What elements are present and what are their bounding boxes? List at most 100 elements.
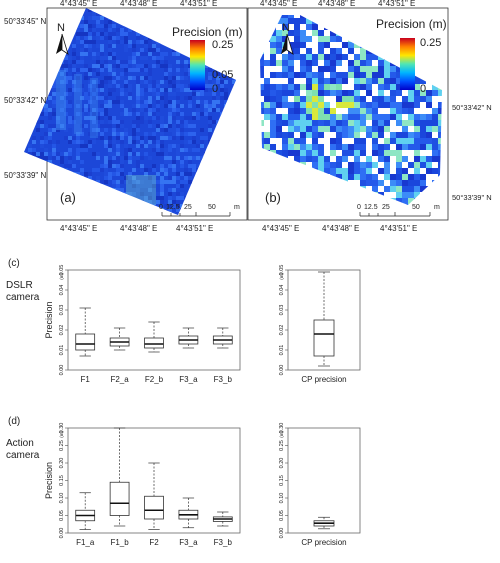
map-b-scale-2: 25 xyxy=(382,204,390,211)
box-chart-3: 0.00 0.05 0.10 0.15 0.20 0.25 0.30(m) Precision… xyxy=(6,416,241,547)
map-a: N Precision (m) 0.25 0.05 0 (a) 0 12.5 2… xyxy=(4,0,248,233)
x-tick-label: F2 xyxy=(149,538,159,547)
plot-frame xyxy=(287,269,361,371)
map-a-lat-1: 50°33'45" N xyxy=(4,17,46,26)
map-b-top-lon-2: 4°43'48" E xyxy=(318,0,355,8)
x-tick-label: F2_b xyxy=(145,375,164,384)
x-tick-label: CP precision xyxy=(301,375,346,384)
map-a-scale-bar xyxy=(161,212,231,217)
y-tick-label: 0.00 xyxy=(59,365,65,376)
row-label: Action xyxy=(6,438,34,449)
map-b-bottom-lon-3: 4°43'51" E xyxy=(380,224,417,233)
map-b-scale-bar xyxy=(359,212,431,217)
y-tick-label: 0.20 xyxy=(279,458,285,469)
map-b-bottom-lon-2: 4°43'48" E xyxy=(322,224,359,233)
box-F2_b: F2_b xyxy=(144,321,164,384)
map-b-lat-1: 50°33'42" N xyxy=(452,103,492,112)
box-F2: F2 xyxy=(144,462,164,547)
y-tick-label: 0.05 xyxy=(59,510,65,521)
box-CP precision: CP precision xyxy=(301,516,347,547)
map-b-legend-title: Precision (m) xyxy=(376,17,447,31)
map-b-colorbar xyxy=(400,38,415,90)
x-tick-label: CP precision xyxy=(301,538,346,547)
y-tick-label: 0.10 xyxy=(59,493,65,504)
map-a-scale-3: 50 xyxy=(208,204,216,211)
y-tick-label: 0.05 xyxy=(279,265,285,276)
map-b-scale-0: 0 xyxy=(357,204,361,211)
y-tick-label: 0.02 xyxy=(59,325,65,336)
box-chart-1: 0.00 0.01 0.02 0.03 0.04 0.05(m) Precision (c) D… xyxy=(6,258,241,384)
x-tick-label: F3_b xyxy=(214,375,233,384)
x-tick-label: F1 xyxy=(81,375,91,384)
box-F1_a: F1_a xyxy=(75,492,96,547)
y-tick-label: 0.01 xyxy=(279,345,285,356)
y-tick-label: 0.04 xyxy=(59,285,65,296)
y-tick-label: 0.05 xyxy=(279,510,285,521)
iqr-box xyxy=(109,481,130,516)
row-label: camera xyxy=(6,292,40,303)
box-F2_a: F2_a xyxy=(109,327,130,384)
plot-frame xyxy=(67,269,241,371)
iqr-box xyxy=(75,333,96,351)
map-a-lat-2: 50°33'42" N xyxy=(4,96,46,105)
y-tick-label: 0.25 xyxy=(59,440,65,451)
map-b-scale-unit: m xyxy=(434,204,440,211)
map-a-scale-2: 25 xyxy=(184,204,192,211)
map-a-bottom-lon-2: 4°43'48" E xyxy=(120,224,157,233)
y-tick-label: 0.00 xyxy=(279,365,285,376)
unit-label: (m) xyxy=(279,273,284,280)
map-a-legend-title: Precision (m) xyxy=(172,25,243,39)
box-F1_b: F1_b xyxy=(109,427,130,547)
y-tick-label: 0.30 xyxy=(59,423,65,434)
box-chart-4: 0.00 0.05 0.10 0.15 0.20 0.25 0.30(m) CP precis… xyxy=(279,423,361,547)
map-b-legend-tick-min: 0 xyxy=(420,83,426,95)
map-b-panel-label: (b) xyxy=(265,190,281,205)
map-a-bottom-lon-3: 4°43'51" E xyxy=(176,224,213,233)
map-a-north-label: N xyxy=(57,22,65,34)
map-a-legend-tick-max: 0.25 xyxy=(212,39,233,51)
map-b-north-label: N xyxy=(282,22,290,34)
box-CP precision: CP precision xyxy=(301,271,347,384)
y-tick-label: 0.03 xyxy=(279,305,285,316)
map-a-legend-tick-mid: 0.05 xyxy=(212,69,233,81)
map-b-bottom-lon-1: 4°43'45" E xyxy=(262,224,299,233)
map-a-legend-tick-min: 0 xyxy=(212,83,218,95)
y-tick-label: 0.20 xyxy=(59,458,65,469)
map-a-panel-label: (a) xyxy=(60,190,76,205)
box-plot-panels: 0.000.010.020.030.040.05(m)Precision(c)D… xyxy=(6,258,361,547)
map-a-scale-0: 0 xyxy=(159,204,163,211)
panel-label: (c) xyxy=(8,258,20,269)
map-a-top-lon-2: 4°43'48" E xyxy=(120,0,157,8)
map-b-scale-3: 50 xyxy=(412,204,420,211)
y-tick-label: 0.00 xyxy=(279,528,285,539)
iqr-box xyxy=(144,337,164,349)
y-tick-label: 0.00 xyxy=(59,528,65,539)
y-tick-label: 0.02 xyxy=(279,325,285,336)
box-F3_a: F3_a xyxy=(178,497,199,547)
y-tick-label: 0.30 xyxy=(279,423,285,434)
box-chart-2: 0.00 0.01 0.02 0.03 0.04 0.05(m) CP precision xyxy=(279,265,361,384)
y-tick-label: 0.10 xyxy=(279,493,285,504)
map-a-top-lon-1: 4°43'45" E xyxy=(60,0,97,8)
y-axis-label: Precision xyxy=(44,301,54,338)
y-tick-label: 0.03 xyxy=(59,305,65,316)
map-a-scale-1: 12.5 xyxy=(166,204,180,211)
box-F3_b: F3_b xyxy=(212,511,233,547)
y-tick-label: 0.25 xyxy=(279,440,285,451)
map-a-bottom-lon-1: 4°43'45" E xyxy=(60,224,97,233)
map-b-scale-1: 12.5 xyxy=(364,204,378,211)
north-arrow-b-icon xyxy=(281,33,294,55)
row-label: DSLR xyxy=(6,280,33,291)
unit-label: (m) xyxy=(279,431,284,438)
y-tick-label: 0.15 xyxy=(59,475,65,486)
x-tick-label: F3_a xyxy=(179,538,198,547)
y-tick-label: 0.15 xyxy=(279,475,285,486)
map-b-lat-2: 50°33'39" N xyxy=(452,193,492,202)
iqr-box xyxy=(144,495,164,520)
x-tick-label: F3_a xyxy=(179,375,198,384)
map-a-colorbar xyxy=(190,40,205,90)
y-tick-label: 0.01 xyxy=(59,345,65,356)
box-F3_a: F3_a xyxy=(178,327,199,384)
box-F1: F1 xyxy=(75,307,96,384)
map-b-top-lon-3: 4°43'51" E xyxy=(378,0,415,8)
